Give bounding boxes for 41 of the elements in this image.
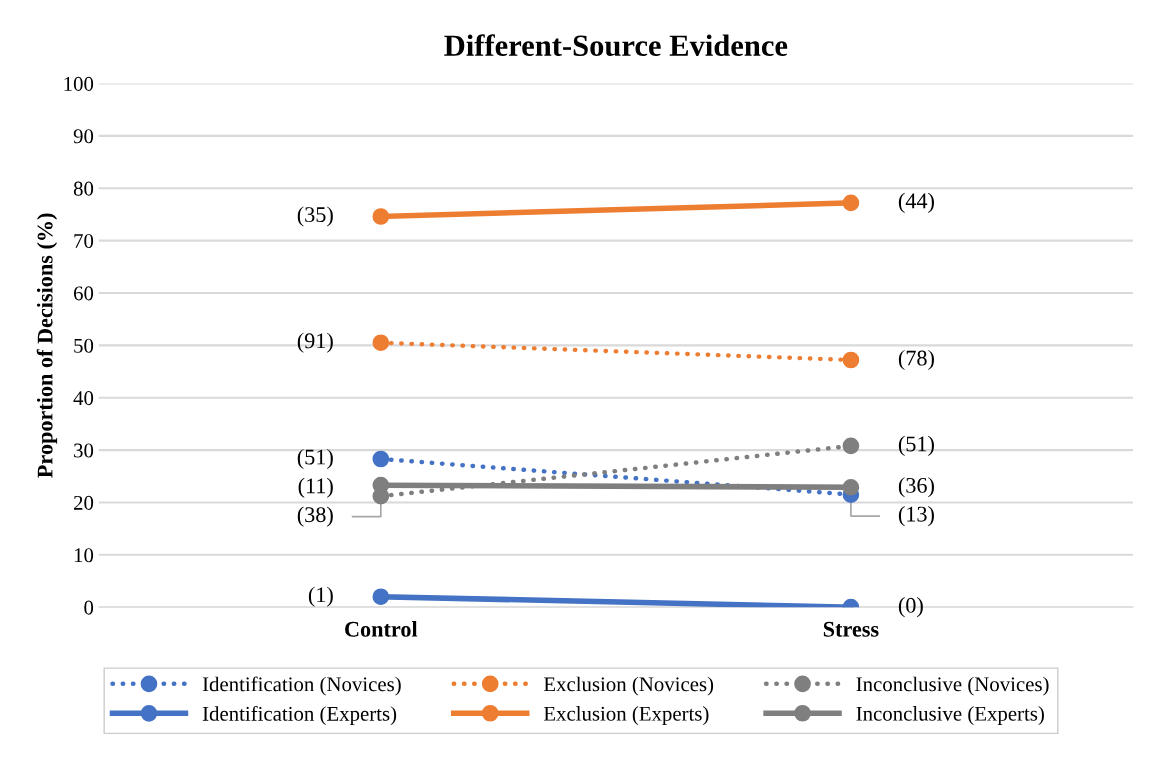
point (372, 334, 390, 352)
legend-label: Inconclusive (Experts) (856, 706, 1044, 725)
annotation: (51) (898, 435, 934, 456)
annotation: (36) (898, 477, 934, 498)
y-tick-label: 80 (73, 181, 94, 196)
legend-label: Identification (Experts) (202, 705, 397, 726)
legend-label: Exclusion (Experts) (543, 706, 709, 725)
annotation: (44) (898, 192, 934, 213)
legend-label: Identification (Novices) (202, 676, 401, 696)
y-tick-label: 30 (74, 443, 94, 458)
y-tick-label: 100 (64, 76, 94, 91)
y-tick-label: 70 (74, 233, 94, 249)
point (372, 208, 390, 225)
annotation: (91) (297, 332, 333, 353)
y-tick-label: 20 (73, 495, 94, 510)
annotation: (1) (308, 586, 333, 607)
y-tick-label: 0 (84, 600, 94, 615)
annotation: (0) (898, 597, 923, 618)
annotation: (78) (898, 349, 934, 371)
point (842, 478, 860, 496)
annotation: (51) (297, 448, 333, 470)
annotation: (11) (298, 477, 333, 498)
annotation: (35) (297, 206, 333, 227)
y-tick-label: 40 (73, 391, 94, 406)
y-tick-label: 10 (74, 548, 94, 563)
annotation: (13) (898, 506, 934, 527)
x-tick-label: Control (345, 621, 418, 637)
y-axis-title: Proportion of Decisions (%) (36, 213, 58, 478)
point (842, 437, 860, 455)
point (842, 194, 860, 212)
point (372, 450, 390, 468)
y-tick-label: 60 (73, 286, 94, 301)
y-tick-label: 90 (73, 129, 94, 144)
point (842, 351, 860, 369)
legend-label: Exclusion (Novices) (543, 676, 714, 696)
annotation: (38) (297, 506, 333, 527)
legend-label: Inconclusive (Novices) (856, 676, 1049, 696)
y-tick-label: 50 (74, 338, 94, 353)
chart-title: Different-Source Evidence (444, 34, 788, 57)
x-tick-label: Stress (823, 621, 879, 637)
point (372, 588, 390, 606)
